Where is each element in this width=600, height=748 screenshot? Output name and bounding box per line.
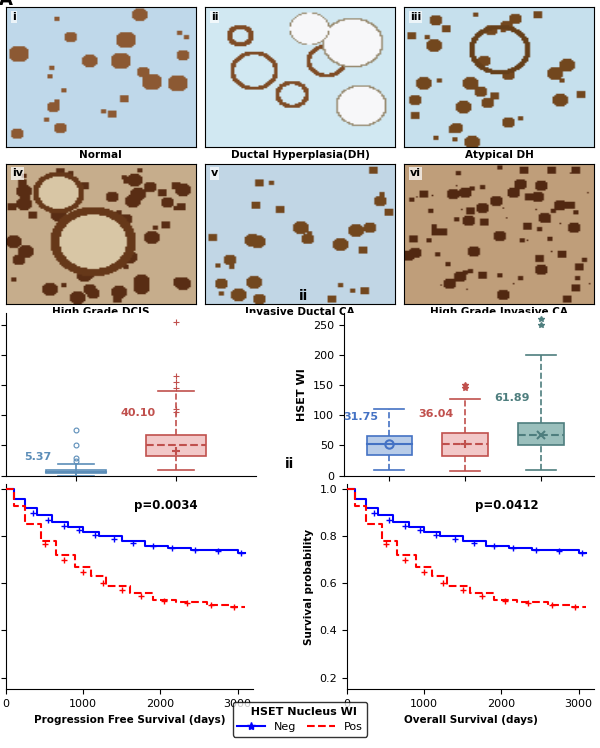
Text: p=0.0412: p=0.0412 [475,499,539,512]
X-axis label: Progression Free Survival (days): Progression Free Survival (days) [34,714,225,725]
X-axis label: High Grade DCIS: High Grade DCIS [52,307,149,317]
Text: ii: ii [285,457,295,471]
X-axis label: Atypical DH: Atypical DH [465,150,533,160]
Text: v: v [211,168,218,179]
Bar [146,435,206,456]
Y-axis label: HSET WI: HSET WI [298,368,307,420]
Text: iv: iv [11,168,23,179]
X-axis label: Overall Survival (days): Overall Survival (days) [404,714,538,725]
Bar [518,423,563,446]
Bar [367,436,412,455]
Text: ii: ii [299,289,308,303]
Text: 36.04: 36.04 [419,409,454,419]
X-axis label: High Grade Invasive CA: High Grade Invasive CA [430,307,568,317]
Legend: Neg, Pos: Neg, Pos [233,702,367,737]
X-axis label: Invasive Ductal CA: Invasive Ductal CA [245,307,355,317]
X-axis label: Ductal Hyperplasia(DH): Ductal Hyperplasia(DH) [230,150,370,160]
Text: 40.10: 40.10 [121,408,155,418]
Bar [46,470,106,473]
Text: 61.89: 61.89 [494,393,530,403]
Text: vi: vi [410,168,421,179]
X-axis label: Normal: Normal [79,150,122,160]
Text: A: A [0,0,12,9]
Text: iii: iii [410,12,421,22]
Bar [442,433,488,456]
Text: 5.37: 5.37 [25,453,52,462]
Y-axis label: Survival probability: Survival probability [304,529,314,645]
Text: p=0.0034: p=0.0034 [134,499,198,512]
Text: i: i [11,12,16,22]
Text: ii: ii [211,12,218,22]
Text: 31.75: 31.75 [343,411,378,422]
